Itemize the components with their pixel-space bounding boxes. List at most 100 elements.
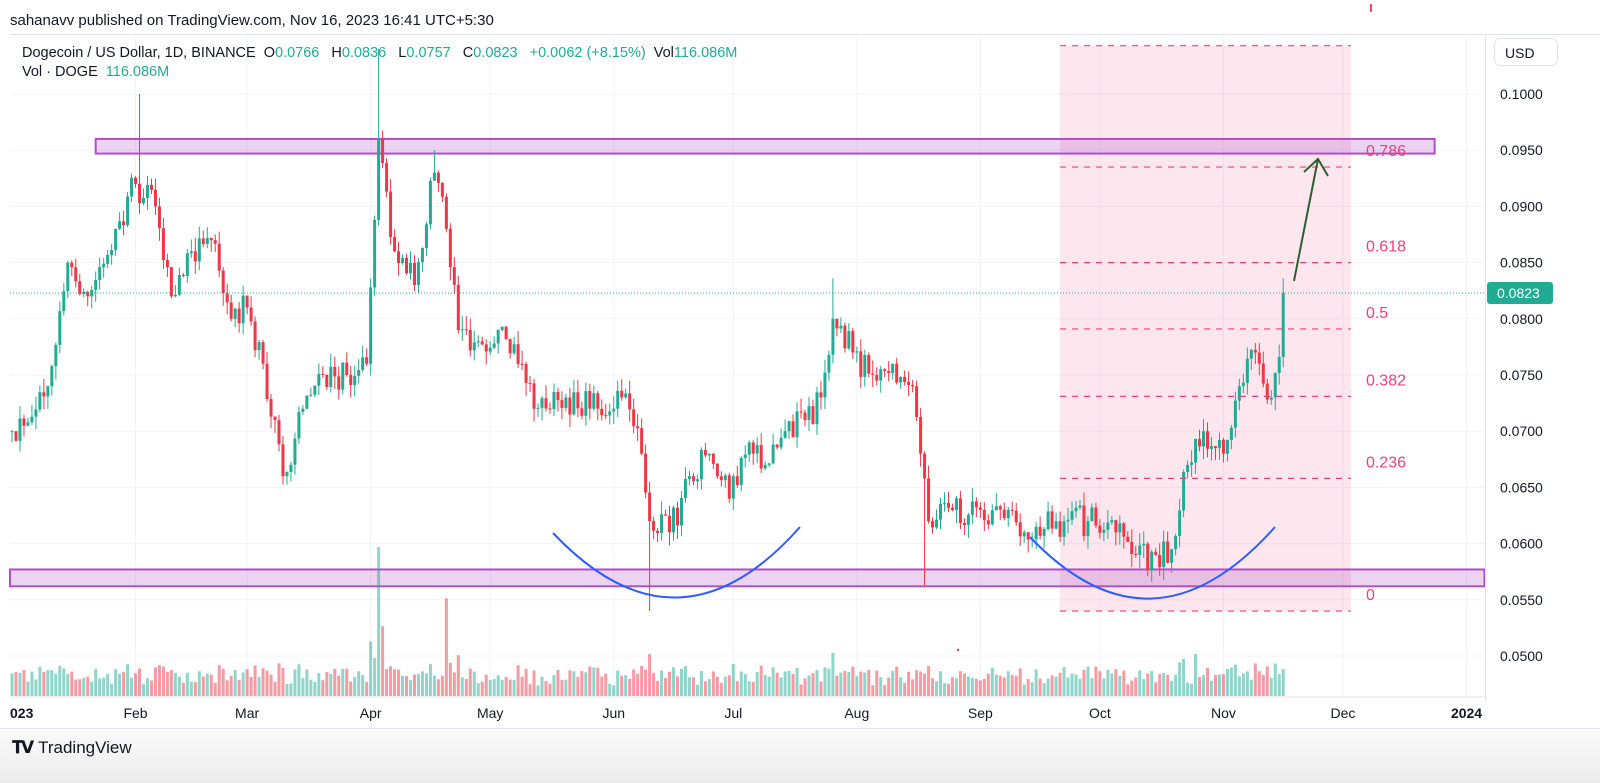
volume-bar — [823, 667, 827, 696]
candle-body — [145, 184, 149, 198]
candle-body — [18, 418, 22, 441]
volume-bar — [1094, 666, 1098, 696]
volume-bar — [1118, 675, 1122, 696]
volume-bar — [357, 671, 361, 696]
volume-bar — [942, 683, 946, 696]
volume-bar — [1186, 682, 1190, 696]
candle-body — [34, 409, 38, 417]
volume-bar — [492, 679, 496, 696]
candle-body — [867, 355, 871, 374]
candle-body — [596, 393, 600, 409]
volume-bar — [747, 681, 751, 696]
candle-body — [1150, 551, 1154, 570]
volume-bar — [321, 680, 325, 696]
candle-body — [1094, 507, 1098, 526]
volume-bar — [484, 674, 488, 696]
symbol-name[interactable]: Dogecoin / US Dollar, 1D, BINANCE — [22, 45, 256, 61]
candle-body — [1058, 521, 1062, 537]
candle-body — [452, 267, 456, 285]
volume-bar — [301, 677, 305, 696]
volume-bar — [1030, 682, 1034, 696]
price-axis-border — [1485, 34, 1486, 701]
candle-body — [1182, 471, 1186, 511]
volume-bar — [1130, 680, 1134, 696]
tradingview-logo[interactable]: 𝐓𝗩 TradingView — [12, 738, 132, 758]
candle-body — [743, 454, 747, 458]
volume-bar — [660, 670, 664, 696]
volume-bar — [329, 673, 333, 696]
volume-bar — [763, 674, 767, 696]
candle-body — [98, 267, 102, 281]
candle-body — [345, 362, 349, 375]
currency-button[interactable]: USD — [1494, 38, 1558, 66]
candle-body — [935, 519, 939, 528]
fib-level-label: 0.618 — [1366, 239, 1406, 256]
volume-bar — [1249, 679, 1253, 696]
candle-body — [416, 262, 420, 286]
candle-body — [931, 521, 935, 528]
candle-body — [86, 291, 90, 297]
volume-series-row: Vol · DOGE 116.086M — [22, 63, 745, 82]
candle-body — [428, 180, 432, 225]
candle-body — [759, 445, 763, 469]
volume-bar — [46, 670, 50, 696]
volume-bar — [915, 670, 919, 696]
volume-bar — [1050, 675, 1054, 696]
candle-body — [369, 287, 373, 364]
candle-body — [361, 357, 365, 371]
candle-body — [715, 463, 719, 477]
fib-level-label: 0 — [1366, 587, 1375, 604]
volume-bar — [1190, 683, 1194, 696]
volume-bar — [895, 666, 899, 696]
volume-bar — [504, 677, 508, 696]
volume-bar — [293, 669, 297, 696]
volume-bar — [1070, 673, 1074, 696]
price-chart[interactable]: 0 0.236 0.382 0.5 0.618 0.786 0.1000 0.0950 0.0… — [0, 0, 1600, 730]
volume-bar — [1018, 668, 1022, 696]
candle-body — [1178, 510, 1182, 537]
candle-body — [26, 422, 30, 426]
volume-bar — [632, 669, 636, 696]
volume-bar — [1206, 667, 1209, 696]
candle-body — [891, 363, 895, 374]
candle-body — [580, 408, 584, 416]
volume-bar — [807, 675, 811, 696]
candle-body — [261, 342, 265, 364]
candle-body — [811, 406, 815, 425]
candle-body — [556, 391, 560, 401]
low-value: 0.0757 — [406, 45, 451, 61]
volume-bar — [592, 667, 596, 696]
volume-bar — [695, 684, 699, 696]
volume-bar — [986, 673, 990, 696]
volume-bar — [711, 671, 715, 696]
candle-body — [847, 330, 851, 349]
candle-body — [775, 444, 779, 448]
candle-body — [1257, 352, 1261, 364]
volume-bar — [827, 668, 831, 696]
candle-body — [349, 375, 353, 386]
candle-body — [982, 509, 986, 521]
volume-bar — [1138, 670, 1142, 696]
candle-body — [1066, 519, 1070, 522]
candle-body — [632, 409, 636, 427]
time-tick-label: Jul — [724, 705, 742, 721]
candle-body — [448, 228, 452, 268]
volume-bar — [428, 664, 432, 696]
volume-bar — [1002, 677, 1006, 696]
price-zone-support — [9, 568, 1486, 588]
change-value: +0.0062 (+8.15%) — [529, 45, 646, 61]
volume-series-label[interactable]: Vol · DOGE — [22, 64, 98, 80]
candle-body — [823, 372, 827, 398]
candle-body — [664, 514, 668, 516]
volume-bar — [835, 675, 839, 696]
volume-bar — [1134, 677, 1138, 696]
volume-bar — [978, 680, 982, 696]
candle-body — [30, 416, 34, 423]
target-arrow — [1293, 157, 1329, 282]
volume-bar — [1006, 671, 1010, 696]
candle-body — [1253, 349, 1257, 353]
volume-bar — [381, 626, 385, 696]
volume-bar — [62, 668, 66, 696]
candle-body — [153, 189, 157, 207]
candle-body — [476, 341, 480, 343]
